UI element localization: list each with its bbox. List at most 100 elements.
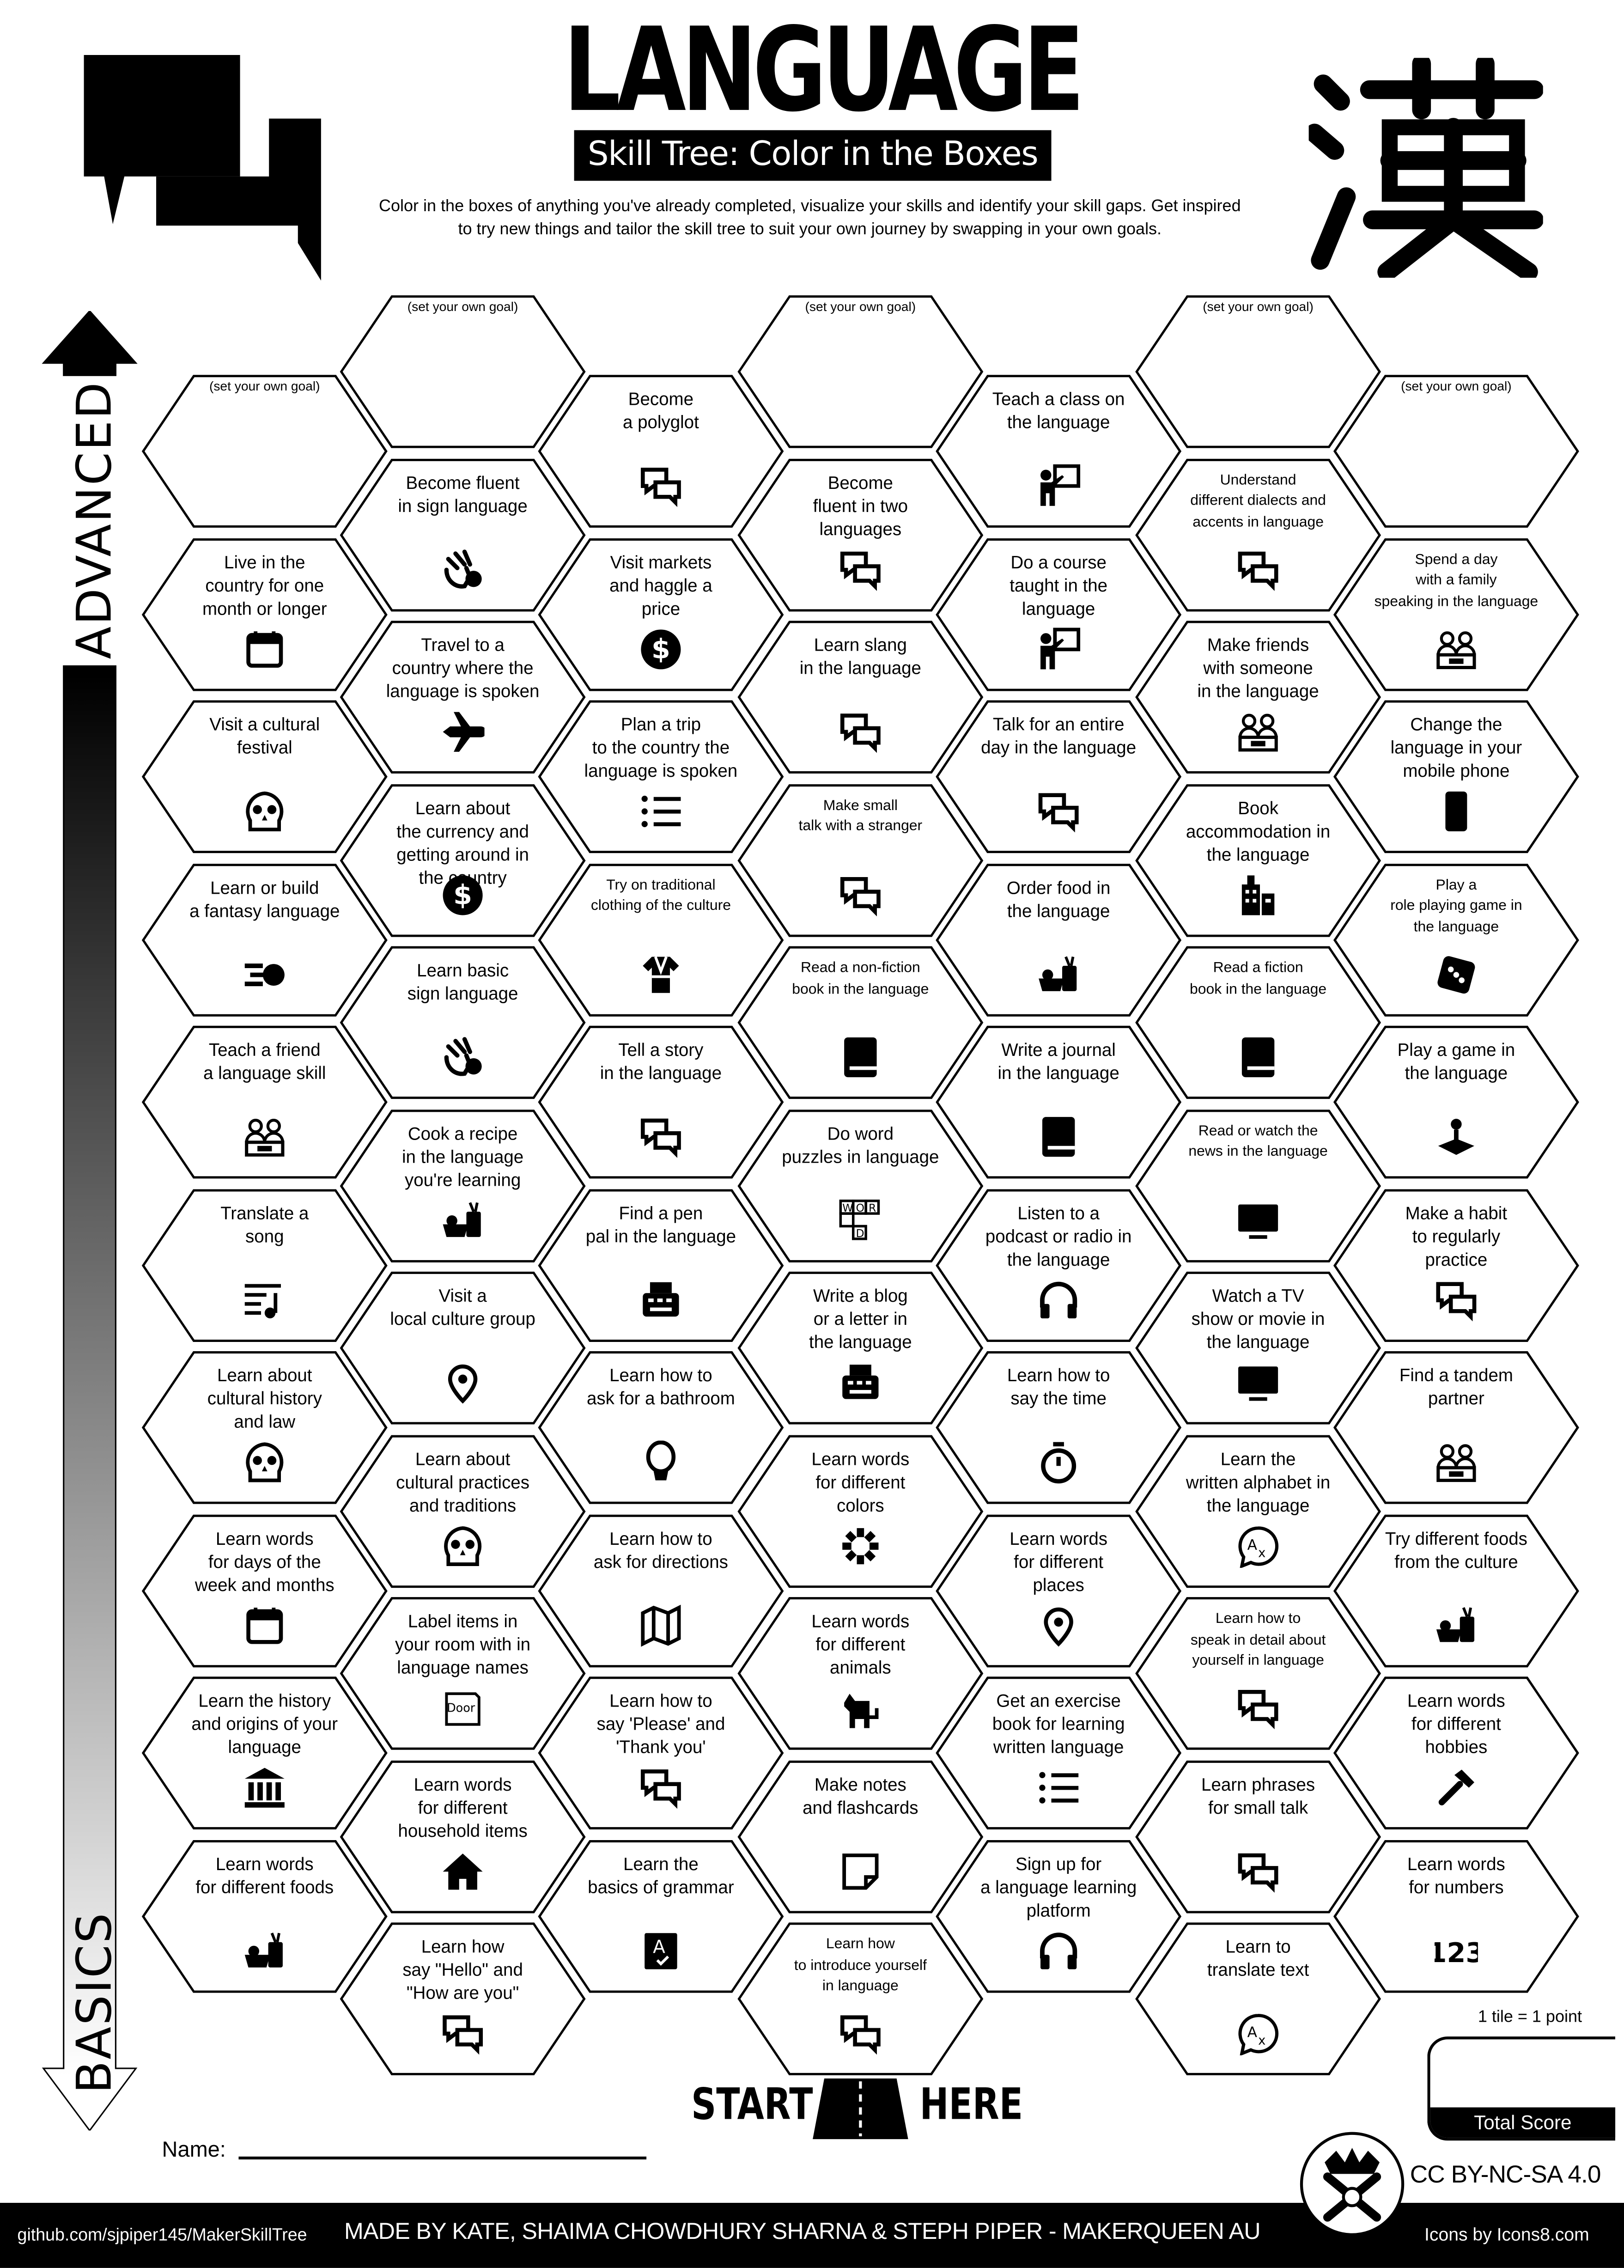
chat-icon <box>1236 548 1280 591</box>
skill-tile[interactable]: Plan a trip to the country the language … <box>538 700 784 854</box>
skill-tile[interactable]: Visit a local culture group <box>340 1271 586 1425</box>
skill-tile[interactable]: Make friends with someone in the languag… <box>1135 621 1381 774</box>
skill-tile[interactable]: Listen to a podcast or radio in the lang… <box>936 1188 1182 1341</box>
skill-tile[interactable]: Order food in the language <box>936 863 1182 1016</box>
icons-credit[interactable]: Icons by Icons8.com <box>1424 2224 1589 2245</box>
name-field[interactable] <box>238 2156 647 2160</box>
skill-tile[interactable]: Find a tandem partner <box>1333 1351 1579 1504</box>
goal-placeholder[interactable]: (set your own goal) <box>407 299 518 314</box>
skill-tile[interactable]: Learn slang in the language <box>737 621 984 774</box>
skill-tile[interactable]: Become a polyglot <box>538 375 784 528</box>
skill-tile[interactable]: Change the language in your mobile phone <box>1333 700 1579 854</box>
goal-placeholder[interactable]: (set your own goal) <box>209 379 320 394</box>
skill-tile[interactable]: Read a fiction book in the language <box>1135 946 1381 1099</box>
skill-tile[interactable]: Learn about cultural practices and tradi… <box>340 1434 586 1587</box>
skill-tile[interactable]: Understand different dialects and accent… <box>1135 458 1381 611</box>
hex-outline <box>340 1109 586 1262</box>
chat-icon <box>639 1115 682 1158</box>
goal-placeholder[interactable]: (set your own goal) <box>1401 379 1512 394</box>
skill-tile[interactable]: Learn words for different animals <box>737 1597 984 1750</box>
hex-outline <box>340 1597 586 1750</box>
skill-tile[interactable]: Learn words for different colors <box>737 1434 984 1587</box>
custom-goal-tile[interactable]: (set your own goal) <box>141 375 388 528</box>
skill-tile[interactable]: Visit a cultural festival <box>141 700 388 854</box>
skill-tile[interactable]: Learn phrases for small talk <box>1135 1760 1381 1913</box>
skill-tile[interactable]: Get an exercise book for learning writte… <box>936 1677 1182 1830</box>
skill-tile[interactable]: Tell a story in the language <box>538 1025 784 1179</box>
skill-tile[interactable]: Learn the written alphabet in the langua… <box>1135 1434 1381 1587</box>
skill-tile[interactable]: Learn words for days of the week and mon… <box>141 1514 388 1667</box>
custom-goal-tile[interactable]: (set your own goal) <box>1135 295 1381 449</box>
skill-tile[interactable]: Learn words for different household item… <box>340 1760 586 1913</box>
total-score-box[interactable]: Total Score <box>1427 2036 1616 2141</box>
skill-tile[interactable]: Become fluent in two languages <box>737 458 984 611</box>
skill-tile[interactable]: Learn words for different hobbies <box>1333 1677 1579 1830</box>
skill-tile[interactable]: Try different foods from the culture <box>1333 1514 1579 1667</box>
hex-outline <box>340 783 586 937</box>
svg-text:x: x <box>1258 1545 1265 1560</box>
custom-goal-tile[interactable]: (set your own goal) <box>737 295 984 449</box>
skill-label: Try different foods from the culture <box>1385 1528 1527 1572</box>
skill-tile[interactable]: Live in the country for one month or lon… <box>141 537 388 691</box>
skill-tile[interactable]: Try on traditional clothing of the cultu… <box>538 863 784 1016</box>
skill-tile[interactable]: Watch a TV show or movie in the language <box>1135 1271 1381 1425</box>
hex-outline <box>1333 863 1579 1016</box>
skill-tile[interactable]: Learn words for numbers 123 <box>1333 1839 1579 1993</box>
skill-tile[interactable]: Learn about the currency and getting aro… <box>340 783 586 937</box>
skill-tile[interactable]: Read a non-fiction book in the language <box>737 946 984 1099</box>
skill-tile[interactable]: Learn about cultural history and law <box>141 1351 388 1504</box>
calendar-icon <box>243 1603 286 1647</box>
skill-tile[interactable]: Learn words for different places <box>936 1514 1182 1667</box>
skill-tile[interactable]: Learn how to speak in detail about yours… <box>1135 1597 1381 1750</box>
skill-tile[interactable]: Label items in your room with in languag… <box>340 1597 586 1750</box>
skill-tile[interactable]: Visit markets and haggle a price $ <box>538 537 784 691</box>
skill-tile[interactable]: Make small talk with a stranger <box>737 783 984 937</box>
github-link[interactable]: github.com/sjpiper145/MakerSkillTree <box>17 2224 307 2245</box>
skill-tile[interactable]: Learn the history and origins of your la… <box>141 1677 388 1830</box>
skill-tile[interactable]: Read or watch the news in the language <box>1135 1109 1381 1262</box>
skill-tile[interactable]: Make a habit to regularly practice <box>1333 1188 1579 1341</box>
skill-tile[interactable]: Do a course taught in the language <box>936 537 1182 691</box>
skill-tile[interactable]: Learn how to ask for a bathroom <box>538 1351 784 1504</box>
skill-tile[interactable]: Learn how to say the time <box>936 1351 1182 1504</box>
skill-tile[interactable]: Translate a song <box>141 1188 388 1341</box>
goal-placeholder[interactable]: (set your own goal) <box>805 299 916 314</box>
skill-tile[interactable]: Write a journal in the language <box>936 1025 1182 1179</box>
skill-tile[interactable]: Book accommodation in the language <box>1135 783 1381 937</box>
skill-tile[interactable]: Learn how to say 'Please' and 'Thank you… <box>538 1677 784 1830</box>
skill-tile[interactable]: Become fluent in sign language <box>340 458 586 611</box>
skill-tile[interactable]: Find a pen pal in the language <box>538 1188 784 1341</box>
skill-tile[interactable]: Learn how say "Hello" and "How are you" <box>340 1922 586 2076</box>
skill-label: Learn words for different foods <box>195 1853 334 1897</box>
skill-tile[interactable]: Learn how to ask for directions <box>538 1514 784 1667</box>
skill-tile[interactable]: Teach a friend a language skill <box>141 1025 388 1179</box>
hex-outline <box>1135 1434 1381 1587</box>
goal-placeholder[interactable]: (set your own goal) <box>1203 299 1314 314</box>
skill-tile[interactable]: Learn basic sign language <box>340 946 586 1099</box>
hex-outline <box>936 1514 1182 1667</box>
skill-tile[interactable]: Learn how to introduce yourself in langu… <box>737 1922 984 2076</box>
skill-tile[interactable]: Do word puzzles in language W O R D <box>737 1109 984 1262</box>
skill-tile[interactable]: Play a game in the language <box>1333 1025 1579 1179</box>
skill-label: Change the language in your mobile phone <box>1390 714 1522 781</box>
custom-goal-tile[interactable]: (set your own goal) <box>1333 375 1579 528</box>
skill-tile[interactable]: Talk for an entire day in the language <box>936 700 1182 854</box>
skill-tile[interactable]: Cook a recipe in the language you're lea… <box>340 1109 586 1262</box>
skill-tile[interactable]: Sign up for a language learning platform <box>936 1839 1182 1993</box>
skill-label: Try on traditional clothing of the cultu… <box>590 877 731 915</box>
skill-tile[interactable]: Travel to a country where the language i… <box>340 621 586 774</box>
skill-tile[interactable]: Learn the basics of grammar A <box>538 1839 784 1993</box>
skill-tile[interactable]: Spend a day with a family speaking in th… <box>1333 537 1579 691</box>
skill-tile[interactable]: Learn words for different foods <box>141 1839 388 1993</box>
skill-tile[interactable]: Play a role playing game in the language <box>1333 863 1579 1016</box>
skill-tile[interactable]: Teach a class on the language <box>936 375 1182 528</box>
hex-outline <box>1333 1351 1579 1504</box>
custom-goal-tile[interactable]: (set your own goal) <box>340 295 586 449</box>
skill-tile[interactable]: Make notes and flashcards <box>737 1760 984 1913</box>
skill-tile[interactable]: Write a blog or a letter in the language <box>737 1271 984 1425</box>
hex-outline <box>936 863 1182 1016</box>
skill-tile[interactable]: Learn or build a fantasy language <box>141 863 388 1016</box>
